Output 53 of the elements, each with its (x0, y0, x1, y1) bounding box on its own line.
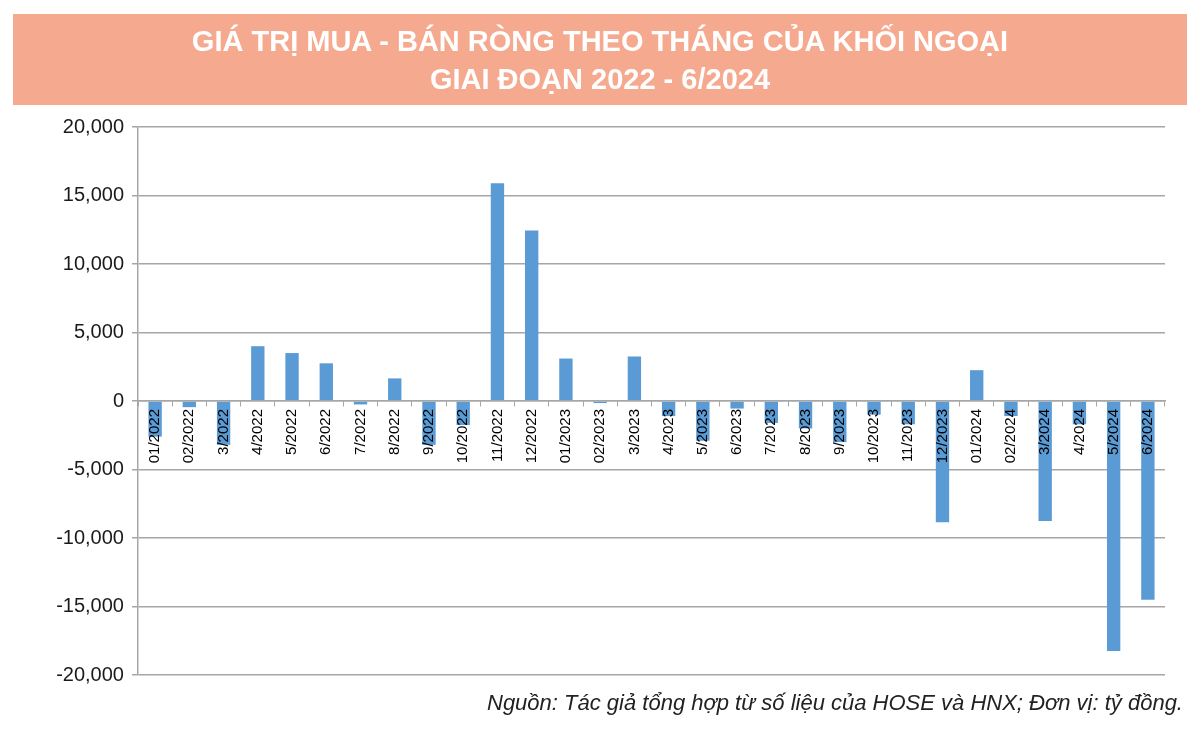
bar (319, 363, 333, 401)
x-tick-label: 01/2022 (145, 409, 163, 464)
x-tick-label: 3/2022 (213, 409, 231, 455)
x-tick-label: 6/2023 (727, 409, 745, 455)
x-tick-label: 11/2023 (898, 409, 916, 463)
bar (182, 401, 197, 408)
bar (730, 401, 744, 409)
x-tick-label: 10/2023 (864, 409, 882, 464)
bar (1141, 401, 1155, 600)
bar (525, 230, 539, 401)
x-tick-label: 3/2024 (1035, 409, 1053, 455)
x-tick-label: 4/2024 (1069, 409, 1087, 455)
bar (251, 346, 265, 401)
x-tick-label: 01/2023 (556, 409, 574, 464)
y-tick-label: -15,000 (56, 594, 124, 617)
x-tick-label: 9/2023 (829, 409, 847, 455)
x-tick-label: 5/2022 (282, 409, 300, 455)
x-tick-label: 6/2024 (1138, 409, 1156, 455)
y-tick-label: 10,000 (62, 251, 124, 274)
x-tick-label: 5/2024 (1103, 409, 1121, 455)
x-tick-label: 9/2022 (419, 409, 437, 455)
x-tick-label: 7/2023 (761, 409, 779, 455)
y-tick-label: -10,000 (56, 525, 124, 548)
bar (388, 378, 402, 401)
x-tick-label: 10/2022 (453, 409, 471, 464)
bar (627, 356, 642, 401)
x-tick-label: 02/2022 (179, 409, 197, 464)
x-tick-label: 3/2023 (624, 409, 642, 455)
bar (559, 358, 573, 401)
x-tick-label: 7/2022 (350, 409, 368, 455)
chart-title: GIÁ TRỊ MUA - BÁN RÒNG THEO THÁNG CỦA KHỐI NGOẠI GIAI ĐOẠN 2022 - 6/2024 (191, 23, 1009, 97)
bar (490, 183, 505, 401)
x-tick-label: 6/2022 (316, 409, 334, 455)
y-tick-label: -20,000 (56, 662, 124, 685)
y-tick-label: 15,000 (62, 183, 124, 206)
x-tick-label: 02/2023 (590, 409, 608, 464)
y-tick-label: 20,000 (62, 114, 124, 137)
bar (285, 353, 299, 401)
y-tick-label: -5,000 (67, 457, 124, 480)
x-tick-label: 5/2023 (692, 409, 710, 455)
x-tick-label: 01/2024 (966, 409, 984, 464)
x-tick-label: 12/2023 (932, 409, 950, 464)
y-tick-label: 5,000 (73, 320, 124, 343)
text: Nguồn: Tác giả tổng hợp từ số liệu của HOSE và HNX; Đơn vị: tỷ đồng. (487, 690, 1183, 716)
x-tick-label: 4/2023 (658, 409, 676, 455)
bar (970, 370, 984, 401)
x-tick-label: 02/2024 (1001, 409, 1019, 464)
y-tick-label: 0 (112, 388, 124, 411)
x-tick-label: 4/2022 (247, 409, 265, 455)
x-tick-label: 11/2022 (487, 409, 505, 463)
x-tick-label: 8/2022 (384, 409, 402, 455)
x-tick-label: 12/2022 (521, 409, 539, 464)
x-tick-label: 8/2023 (795, 409, 813, 455)
